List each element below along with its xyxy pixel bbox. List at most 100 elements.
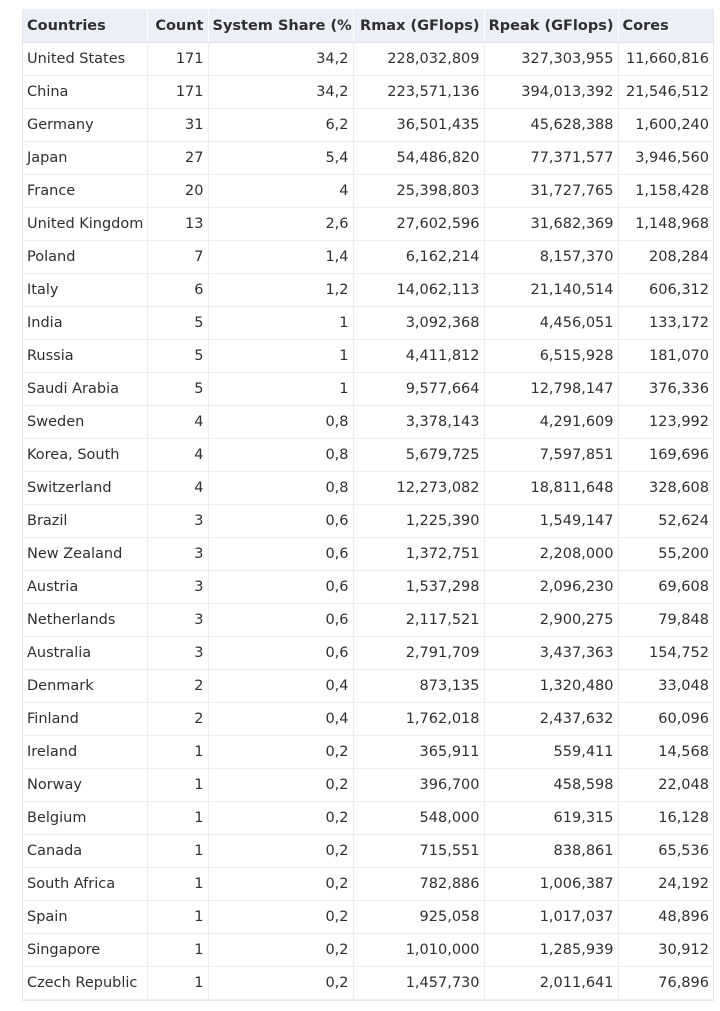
header-cores[interactable]: Cores xyxy=(618,9,713,43)
table-row: Korea, South 4 0,8 5,679,725 7,597,851 169,69… xyxy=(23,438,713,472)
cell-country: France xyxy=(23,174,148,208)
cell-cores: 328,608 xyxy=(618,471,713,505)
cell-rpeak: 1,320,480 xyxy=(484,669,619,703)
cell-rmax: 14,062,113 xyxy=(353,273,485,307)
cell-rpeak: 2,900,275 xyxy=(484,603,619,637)
cell-rpeak: 838,861 xyxy=(484,834,619,868)
cell-count: 1 xyxy=(147,966,209,1000)
cell-count: 5 xyxy=(147,372,209,406)
cell-system-share: 1,2 xyxy=(208,273,354,307)
cell-rpeak: 77,371,577 xyxy=(484,141,619,175)
header-countries[interactable]: Countries xyxy=(23,9,148,43)
cell-country: Czech Republic xyxy=(23,966,148,1000)
cell-system-share: 0,4 xyxy=(208,669,354,703)
cell-cores: 30,912 xyxy=(618,933,713,967)
cell-rmax: 6,162,214 xyxy=(353,240,485,274)
cell-rmax: 3,092,368 xyxy=(353,306,485,340)
cell-rpeak: 4,291,609 xyxy=(484,405,619,439)
cell-cores: 154,752 xyxy=(618,636,713,670)
cell-count: 1 xyxy=(147,867,209,901)
header-rpeak[interactable]: Rpeak (GFlops) xyxy=(484,9,619,43)
cell-rpeak: 31,727,765 xyxy=(484,174,619,208)
cell-country: Russia xyxy=(23,339,148,373)
cell-rmax: 1,010,000 xyxy=(353,933,485,967)
cell-system-share: 0,2 xyxy=(208,834,354,868)
cell-rpeak: 21,140,514 xyxy=(484,273,619,307)
table-header: Countries Count System Share (%) Rmax (G… xyxy=(23,9,713,43)
cell-system-share: 1,4 xyxy=(208,240,354,274)
cell-rpeak: 559,411 xyxy=(484,735,619,769)
cell-rmax: 5,679,725 xyxy=(353,438,485,472)
cell-rpeak: 619,315 xyxy=(484,801,619,835)
cell-count: 5 xyxy=(147,306,209,340)
table-row: Ireland 1 0,2 365,911 559,411 14,568 xyxy=(23,735,713,769)
cell-rmax: 396,700 xyxy=(353,768,485,802)
cell-count: 4 xyxy=(147,438,209,472)
cell-cores: 169,696 xyxy=(618,438,713,472)
cell-cores: 14,568 xyxy=(618,735,713,769)
cell-rmax: 1,762,018 xyxy=(353,702,485,736)
cell-country: Canada xyxy=(23,834,148,868)
cell-cores: 1,158,428 xyxy=(618,174,713,208)
cell-rpeak: 12,798,147 xyxy=(484,372,619,406)
cell-rpeak: 2,011,641 xyxy=(484,966,619,1000)
cell-rmax: 3,378,143 xyxy=(353,405,485,439)
cell-count: 3 xyxy=(147,504,209,538)
table-row: United States 171 34,2 228,032,809 327,303,9… xyxy=(23,42,713,76)
cell-country: Poland xyxy=(23,240,148,274)
cell-rpeak: 2,437,632 xyxy=(484,702,619,736)
table-row: Norway 1 0,2 396,700 458,598 22,048 xyxy=(23,768,713,802)
cell-cores: 1,148,968 xyxy=(618,207,713,241)
cell-count: 31 xyxy=(147,108,209,142)
cell-count: 7 xyxy=(147,240,209,274)
cell-count: 20 xyxy=(147,174,209,208)
cell-rmax: 1,225,390 xyxy=(353,504,485,538)
cell-system-share: 0,4 xyxy=(208,702,354,736)
cell-country: Singapore xyxy=(23,933,148,967)
cell-country: Ireland xyxy=(23,735,148,769)
cell-country: United States xyxy=(23,42,148,76)
table-row: Belgium 1 0,2 548,000 619,315 16,128 xyxy=(23,801,713,835)
cell-rmax: 715,551 xyxy=(353,834,485,868)
table-row: Germany 31 6,2 36,501,435 45,628,388 1,600,24… xyxy=(23,108,713,142)
cell-cores: 123,992 xyxy=(618,405,713,439)
cell-system-share: 6,2 xyxy=(208,108,354,142)
cell-rmax: 2,791,709 xyxy=(353,636,485,670)
cell-country: Spain xyxy=(23,900,148,934)
cell-count: 13 xyxy=(147,207,209,241)
cell-rpeak: 1,017,037 xyxy=(484,900,619,934)
cell-rmax: 9,577,664 xyxy=(353,372,485,406)
cell-rmax: 25,398,803 xyxy=(353,174,485,208)
cell-rmax: 1,537,298 xyxy=(353,570,485,604)
header-count[interactable]: Count xyxy=(147,9,209,43)
cell-country: India xyxy=(23,306,148,340)
cell-count: 4 xyxy=(147,405,209,439)
header-row: Countries Count System Share (%) Rmax (G… xyxy=(23,9,713,43)
table-row: Russia 5 1 4,411,812 6,515,928 181,070 xyxy=(23,339,713,373)
cell-rmax: 782,886 xyxy=(353,867,485,901)
cell-country: Netherlands xyxy=(23,603,148,637)
table-row: Czech Republic 1 0,2 1,457,730 2,011,641 76,8… xyxy=(23,966,713,1000)
cell-cores: 48,896 xyxy=(618,900,713,934)
cell-cores: 606,312 xyxy=(618,273,713,307)
table-row: China 171 34,2 223,571,136 394,013,392 21,546… xyxy=(23,75,713,109)
cell-rpeak: 2,096,230 xyxy=(484,570,619,604)
table-row: Singapore 1 0,2 1,010,000 1,285,939 30,912 xyxy=(23,933,713,967)
cell-country: Japan xyxy=(23,141,148,175)
cell-rmax: 4,411,812 xyxy=(353,339,485,373)
cell-system-share: 0,2 xyxy=(208,900,354,934)
cell-system-share: 1 xyxy=(208,306,354,340)
header-rmax[interactable]: Rmax (GFlops) xyxy=(353,9,485,43)
cell-rpeak: 1,549,147 xyxy=(484,504,619,538)
cell-rmax: 548,000 xyxy=(353,801,485,835)
header-system-share[interactable]: System Share (%) xyxy=(208,9,354,43)
cell-count: 4 xyxy=(147,471,209,505)
table-row: Austria 3 0,6 1,537,298 2,096,230 69,608 xyxy=(23,570,713,604)
cell-count: 3 xyxy=(147,636,209,670)
cell-system-share: 0,8 xyxy=(208,405,354,439)
table-body: United States 171 34,2 228,032,809 327,303,9… xyxy=(23,42,713,1000)
cell-cores: 16,128 xyxy=(618,801,713,835)
table-row: Spain 1 0,2 925,058 1,017,037 48,896 xyxy=(23,900,713,934)
cell-country: Brazil xyxy=(23,504,148,538)
cell-country: Denmark xyxy=(23,669,148,703)
